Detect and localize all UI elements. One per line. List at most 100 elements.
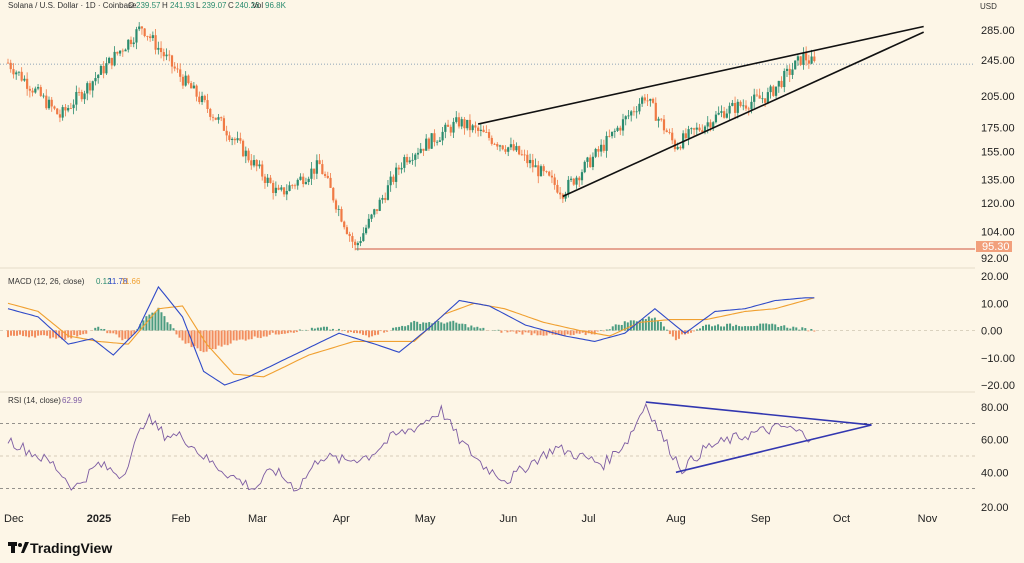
candle-body xyxy=(378,199,381,211)
macd-histogram-bar xyxy=(356,330,359,334)
price-candle xyxy=(744,100,748,112)
candle-body xyxy=(630,111,633,116)
candle-body xyxy=(509,144,513,148)
macd-pane[interactable] xyxy=(0,285,975,386)
price-candle xyxy=(591,152,595,171)
price-candle xyxy=(200,91,204,105)
candle-body xyxy=(676,146,679,150)
candle-body xyxy=(75,91,78,105)
price-candle xyxy=(69,102,72,110)
macd-histogram-bar xyxy=(705,324,708,331)
macd-histogram-bar xyxy=(94,327,97,331)
price-candle xyxy=(575,175,578,189)
candle-body xyxy=(452,121,455,133)
candle-body xyxy=(733,102,737,113)
candle-body xyxy=(135,29,138,43)
price-candle xyxy=(23,75,26,82)
price-pane[interactable] xyxy=(0,22,975,251)
price-candle xyxy=(654,97,657,121)
time-axis-label: Dec xyxy=(4,513,24,525)
price-candle xyxy=(460,116,463,130)
candle-body xyxy=(367,218,370,228)
price-candle xyxy=(755,89,759,98)
ohlc-open-value: 239.57 xyxy=(136,1,161,10)
macd-histogram-bar xyxy=(798,329,801,331)
ohlc-high-label: H xyxy=(162,1,168,10)
candle-body xyxy=(643,97,646,101)
price-candle xyxy=(408,156,411,164)
price-candle xyxy=(419,143,422,154)
macd-histogram-bar xyxy=(572,330,575,335)
price-candle xyxy=(466,119,469,131)
candle-body xyxy=(15,72,18,75)
price-candle xyxy=(143,28,146,38)
price-candle xyxy=(739,100,742,108)
tradingview-logo-icon xyxy=(8,542,29,553)
price-candle xyxy=(359,236,362,247)
ohlc-close-value: 240.26 xyxy=(235,1,260,10)
macd-histogram-bar xyxy=(118,330,121,338)
macd-histogram-bar xyxy=(801,327,804,331)
price-candle xyxy=(690,127,693,135)
candle-body xyxy=(589,157,592,168)
candle-body xyxy=(228,135,231,140)
price-candle xyxy=(594,147,597,159)
price-candle xyxy=(698,124,701,132)
macd-histogram-bar xyxy=(22,330,25,337)
macd-histogram-bar xyxy=(202,330,205,353)
macd-histogram-bar xyxy=(148,314,151,331)
price-candle xyxy=(537,160,540,184)
price-candle xyxy=(397,164,400,176)
price-candle xyxy=(550,170,554,184)
macd-histogram-bar xyxy=(539,330,542,336)
price-candle xyxy=(520,149,523,156)
macd-histogram-bar xyxy=(783,325,786,331)
macd-histogram-bar xyxy=(407,325,410,331)
price-candle xyxy=(572,177,575,186)
price-candle xyxy=(190,80,193,89)
price-candle xyxy=(176,63,179,73)
price-candle xyxy=(381,194,384,204)
rsi-axis-tick: 40.00 xyxy=(981,467,1009,479)
macd-histogram-bar xyxy=(807,330,810,332)
macd-histogram-bar xyxy=(157,307,160,331)
price-candle xyxy=(318,153,321,165)
support-price-tag-label: 95.30 xyxy=(982,241,1010,253)
candle-body xyxy=(307,178,310,183)
price-candle xyxy=(416,147,420,160)
price-candle xyxy=(542,164,545,176)
macd-histogram-bar xyxy=(762,323,765,331)
macd-histogram-bar xyxy=(217,330,220,346)
candle-body xyxy=(539,166,543,177)
price-candle xyxy=(274,181,277,197)
candle-body xyxy=(359,241,362,244)
macd-histogram-bar xyxy=(268,330,271,335)
candle-body xyxy=(179,69,182,77)
price-candle xyxy=(337,205,340,217)
rsi-pane[interactable] xyxy=(0,401,975,492)
price-candle xyxy=(783,68,786,93)
price-candle xyxy=(703,125,707,135)
macd-histogram-bar xyxy=(584,330,587,336)
ohlc-open-label: O xyxy=(128,1,134,10)
price-candle xyxy=(728,102,731,121)
price-candle xyxy=(619,125,622,136)
candle-body xyxy=(556,184,559,193)
macd-histogram-bar xyxy=(223,330,226,345)
candle-body xyxy=(758,95,761,99)
price-candle xyxy=(280,184,283,192)
macd-histogram-bar xyxy=(337,328,340,331)
macd-histogram-bar xyxy=(76,330,79,337)
price-candle xyxy=(630,110,633,122)
candle-body xyxy=(159,47,163,53)
price-candle xyxy=(772,84,775,97)
candle-body xyxy=(534,165,537,168)
candle-body xyxy=(479,129,482,131)
candle-body xyxy=(807,60,810,64)
price-candle xyxy=(108,56,111,64)
macd-histogram-bar xyxy=(298,329,301,331)
macd-histogram-bar xyxy=(73,330,76,336)
candle-body xyxy=(430,133,433,149)
candle-body xyxy=(105,63,108,74)
